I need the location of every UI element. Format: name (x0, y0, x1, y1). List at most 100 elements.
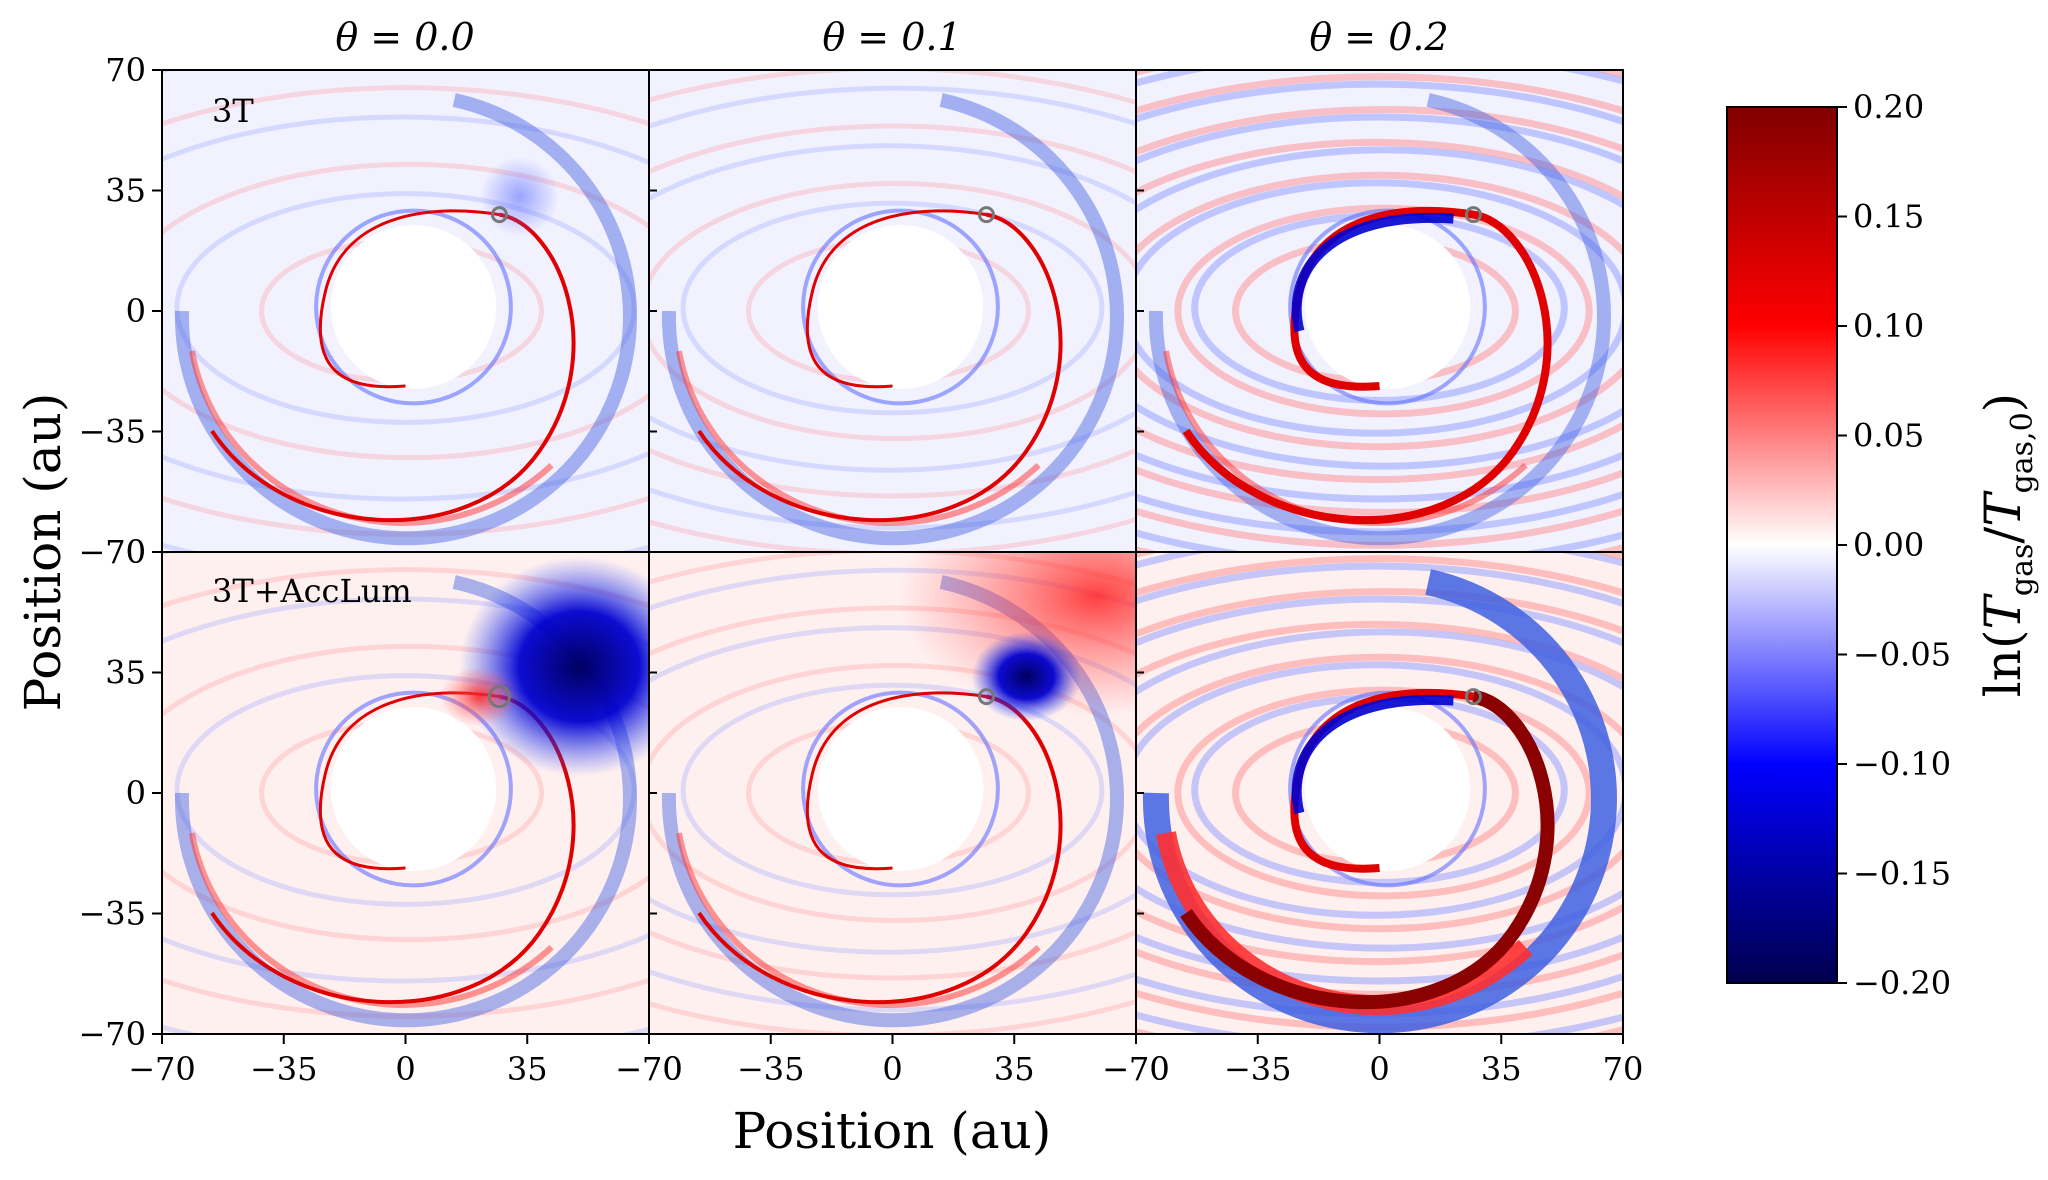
density-wave-ring (1136, 653, 1623, 933)
y-tick-label: −70 (78, 533, 146, 571)
colorbar-tick-label: 0.20 (1853, 88, 1924, 126)
density-wave-ring (649, 143, 1136, 473)
density-wave-ring (1136, 171, 1623, 451)
density-wave-ring (1136, 80, 1623, 536)
density-wave-ring (162, 567, 649, 1019)
density-wave-ring (162, 596, 649, 984)
x-tick-label: 70 (1603, 1050, 1644, 1088)
panel-acclum-theta-01 (649, 552, 1136, 1034)
density-wave-ring (1136, 73, 1623, 549)
planet-marker (977, 206, 995, 224)
x-tick-label: −70 (128, 1050, 196, 1088)
y-tick-label: −35 (78, 413, 146, 451)
inner-ring-blue (314, 690, 513, 888)
density-wave-ring (1174, 686, 1593, 900)
cold-shadow-region (459, 556, 649, 777)
panel-acclum-theta-0 (162, 552, 649, 1034)
density-wave-ring (1136, 661, 1623, 919)
density-wave-ring (162, 114, 649, 502)
density-wave-ring (174, 191, 637, 425)
x-tick-label: −35 (737, 1050, 805, 1088)
outer-spiral-arm (697, 212, 1063, 523)
colorbar (1726, 106, 1838, 984)
x-tick-label: 35 (1481, 1050, 1522, 1088)
x-tick-label: 35 (507, 1050, 548, 1088)
cold-shadow-region (479, 156, 560, 237)
density-wave-ring (1174, 204, 1593, 418)
cold-shadow-region (971, 631, 1082, 722)
colorbar-tick-label: −0.10 (1853, 745, 1951, 783)
x-tick-label: −70 (1102, 1050, 1170, 1088)
planet-marker (1464, 206, 1482, 224)
planet-marker (1464, 688, 1482, 706)
x-axis-label: Position (au) (733, 1102, 1052, 1160)
column-title: θ = 0.1 (822, 15, 961, 59)
panel-3t-theta-01 (649, 70, 1136, 552)
axis-ticks: −70 −35 0 35 −70−70 −35 0 35 −70−70 −35 0 35 7070350… (78, 51, 1643, 1088)
x-tick-label: −35 (250, 1050, 318, 1088)
planet-marker (487, 685, 511, 709)
x-tick-label: 0 (1369, 1050, 1389, 1088)
x-tick-label: 0 (395, 1050, 415, 1088)
density-wave-ring (1136, 146, 1623, 470)
colorbar-ticks: 0.20 0.15 0.10 0.05 0.00 −0.05 −0.10 −0.15 −0.20 (1837, 88, 1951, 1002)
colorbar-tick-label: 0.05 (1853, 417, 1924, 455)
colorbar-tick-label: −0.15 (1853, 855, 1951, 893)
density-wave-ring (162, 643, 649, 943)
column-title: θ = 0.2 (1309, 15, 1448, 59)
density-wave-ring (1136, 628, 1623, 952)
x-tick-label: −70 (615, 1050, 683, 1088)
colorbar-tick-label: −0.05 (1853, 636, 1951, 674)
inner-cavity (330, 707, 497, 871)
colorbar-tick-label: 0.15 (1853, 198, 1924, 236)
outer-spiral-arm (1180, 689, 1555, 1010)
colorbar-tick-label: 0.10 (1853, 307, 1924, 345)
colorbar-label: ln(Tgas/Tgas,0) (1974, 393, 2040, 697)
density-wave-ring (680, 200, 1105, 416)
inner-cavity (817, 225, 984, 389)
panel-3t-theta-02 (1136, 70, 1623, 552)
y-tick-label: 0 (126, 292, 146, 330)
inner-cavity (330, 225, 497, 389)
density-wave-ring (1136, 595, 1623, 985)
density-wave-ring (174, 673, 637, 907)
density-wave-ring (649, 625, 1136, 955)
density-wave-ring (649, 123, 1136, 499)
x-tick-label: −70 (1102, 1050, 1170, 1088)
colorbar-tick-label: −0.20 (1853, 964, 1951, 1002)
inner-ring-blue (801, 690, 1000, 888)
x-tick-label: −70 (615, 1050, 683, 1088)
column-title: θ = 0.0 (335, 15, 474, 59)
x-tick-label: 35 (994, 1050, 1035, 1088)
x-tick-label: 0 (882, 1050, 902, 1088)
y-tick-label: −70 (78, 1015, 146, 1053)
colorbar-tick-label: 0.00 (1853, 526, 1924, 564)
y-tick-label: 35 (105, 172, 146, 210)
panel-3t-theta-0 (162, 70, 649, 552)
y-tick-label: 0 (126, 774, 146, 812)
y-axis-label: Position (au) (14, 393, 72, 712)
y-tick-label: −35 (78, 895, 146, 933)
heated-region (439, 666, 520, 727)
density-wave-ring (680, 682, 1105, 898)
inner-spiral-arm (318, 209, 500, 389)
inner-ring-blue (314, 208, 513, 406)
density-wave-ring (649, 605, 1136, 981)
outer-spiral-arm (1182, 210, 1552, 525)
density-wave-ring (1136, 113, 1623, 503)
density-wave-ring (1136, 179, 1623, 437)
outer-spiral-arm (210, 212, 576, 523)
planet-marker (977, 688, 995, 706)
density-wave-ring (1136, 138, 1623, 484)
density-wave-ring (649, 567, 1136, 1013)
outer-spiral-arm (697, 694, 1063, 1005)
inner-cavity (817, 707, 984, 871)
inner-cavity (1304, 225, 1471, 389)
planet-marker (490, 206, 508, 224)
y-tick-label: 70 (105, 533, 146, 571)
inner-spiral-arm (805, 209, 987, 389)
inner-blue-arm (1291, 212, 1454, 333)
x-tick-label: −35 (1224, 1050, 1292, 1088)
inner-blue-arm (1291, 694, 1454, 815)
